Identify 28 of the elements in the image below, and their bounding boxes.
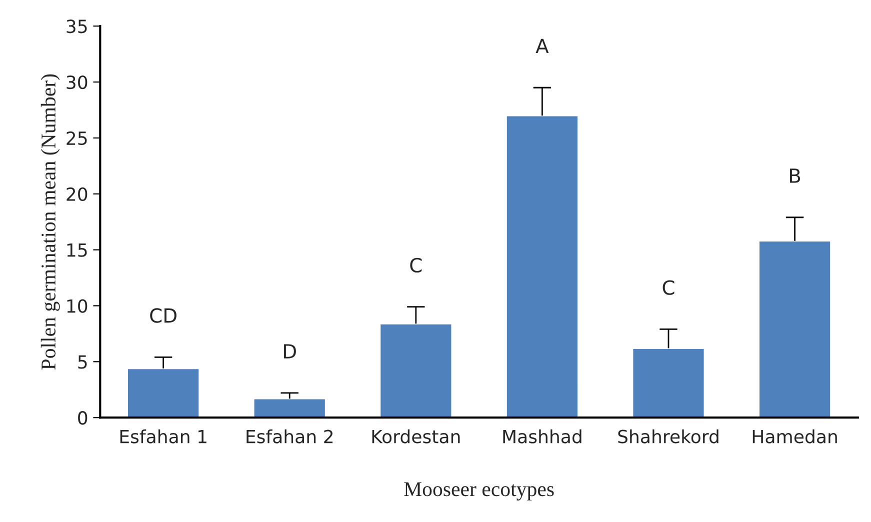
y-tick-label: 15 bbox=[67, 244, 87, 257]
bar bbox=[252, 398, 326, 418]
y-tick-label: 5 bbox=[78, 355, 87, 369]
x-axis-title: Mooseer ecotypes bbox=[404, 482, 554, 500]
annotation: A bbox=[536, 38, 549, 54]
y-axis-title: Pollen germination mean (Number) bbox=[40, 74, 60, 370]
y-tick-label: 30 bbox=[66, 75, 88, 90]
x-tick-label: Esfahan 2 bbox=[246, 429, 333, 444]
annotation: B bbox=[790, 168, 800, 183]
x-tick-label: Esfahan 1 bbox=[120, 429, 206, 444]
annotation: C bbox=[662, 280, 674, 295]
bar bbox=[758, 240, 832, 418]
y-tick-label: 0 bbox=[78, 411, 88, 425]
x-tick-label: Shahrekord bbox=[618, 429, 718, 444]
x-tick-label: Mashhad bbox=[503, 429, 582, 444]
annotation: C bbox=[410, 258, 422, 273]
bar bbox=[506, 114, 579, 418]
y-tick-label: 35 bbox=[66, 20, 87, 34]
x-tick-label: Kordestan bbox=[372, 429, 460, 444]
bar bbox=[379, 322, 453, 418]
x-tick-label: Hamedan bbox=[752, 429, 837, 444]
bar bbox=[632, 348, 706, 418]
annotation: CD bbox=[150, 308, 176, 323]
y-tick-label: 25 bbox=[66, 131, 87, 146]
bar bbox=[126, 368, 200, 418]
y-tick-label: 10 bbox=[67, 299, 88, 313]
annotation: D bbox=[284, 344, 296, 358]
y-tick-label: 20 bbox=[66, 187, 88, 201]
